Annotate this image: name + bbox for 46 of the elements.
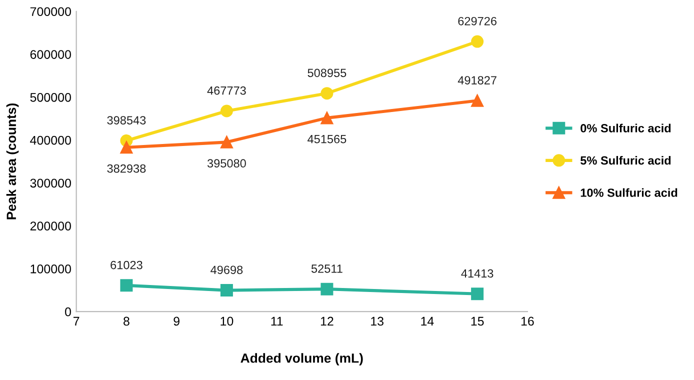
legend-label: 0% Sulfuric acid (580, 124, 671, 132)
x-tick-label: 8 (124, 316, 130, 326)
point (120, 141, 133, 154)
data-label: 508955 (308, 68, 346, 78)
y-tick-label: 100000 (30, 264, 71, 274)
x-tick-label: 7 (74, 316, 80, 326)
point (220, 104, 233, 118)
x-tick-label: 11 (271, 316, 283, 326)
x-axis-title: Added volume (mL) (240, 353, 363, 366)
point (471, 35, 484, 48)
y-tick-label: 500000 (30, 92, 71, 102)
x-tick-label: 15 (471, 316, 484, 326)
data-label: 629726 (458, 16, 496, 26)
data-label: 467773 (207, 86, 246, 95)
y-tick-label: 600000 (30, 50, 71, 59)
data-label: 398543 (107, 116, 146, 124)
y-tick-label: 300000 (30, 178, 71, 188)
y-tick-label: 0 (65, 307, 71, 316)
point (220, 136, 233, 148)
y-axis-title: Peak area (counts) (6, 103, 19, 220)
x-tick-label: 13 (371, 316, 384, 326)
point (120, 279, 133, 292)
data-label: 61023 (110, 260, 142, 270)
point (220, 284, 233, 297)
point (471, 94, 484, 107)
data-label: 52511 (311, 264, 342, 273)
data-label: 49698 (210, 266, 243, 274)
y-tick-label: 400000 (30, 136, 71, 145)
x-tick-label: 14 (421, 316, 434, 326)
x-tick-label: 12 (320, 316, 334, 326)
data-label: 491827 (458, 76, 496, 84)
data-label: 451565 (308, 134, 346, 144)
data-label: 395080 (207, 159, 246, 168)
point (320, 87, 334, 100)
data-label: 382938 (107, 164, 146, 173)
legend-label: 5% Sulfuric acid (580, 156, 671, 165)
x-tick-label: 10 (220, 316, 234, 326)
point (320, 112, 334, 124)
x-tick-label: 9 (174, 316, 180, 326)
x-tick-label: 16 (521, 316, 534, 326)
legend-label: 10% Sulfuric acid (580, 188, 678, 197)
point (320, 282, 334, 296)
data-label: 41413 (461, 269, 494, 278)
y-tick-label: 700000 (30, 7, 71, 16)
y-tick-label: 200000 (30, 222, 71, 230)
point (471, 288, 484, 300)
